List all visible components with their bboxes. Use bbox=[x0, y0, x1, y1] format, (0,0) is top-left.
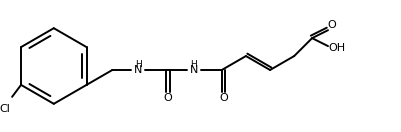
Text: H: H bbox=[135, 60, 142, 69]
Text: H: H bbox=[190, 60, 197, 69]
Text: Cl: Cl bbox=[0, 104, 10, 114]
Text: OH: OH bbox=[328, 43, 346, 53]
Text: O: O bbox=[163, 93, 172, 103]
Text: O: O bbox=[219, 93, 228, 103]
Text: N: N bbox=[134, 65, 142, 75]
Text: N: N bbox=[190, 65, 198, 75]
Text: O: O bbox=[328, 20, 336, 30]
